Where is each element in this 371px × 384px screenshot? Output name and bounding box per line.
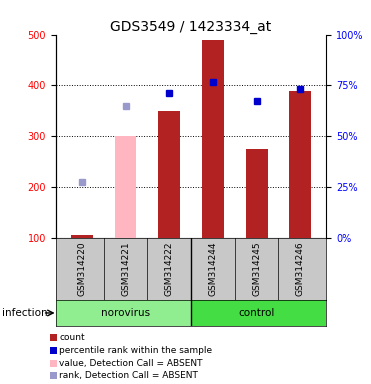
Bar	[191, 300, 326, 326]
Text: rank, Detection Call = ABSENT: rank, Detection Call = ABSENT	[59, 371, 198, 381]
Text: value, Detection Call = ABSENT: value, Detection Call = ABSENT	[59, 359, 203, 368]
Text: GSM314220: GSM314220	[78, 242, 86, 296]
Text: norovirus: norovirus	[101, 308, 150, 318]
Text: GSM314246: GSM314246	[296, 242, 305, 296]
Bar	[202, 40, 224, 238]
Bar	[246, 149, 267, 238]
Bar	[115, 136, 137, 238]
Text: GSM314221: GSM314221	[121, 242, 130, 296]
Text: GSM314244: GSM314244	[209, 242, 217, 296]
Title: GDS3549 / 1423334_at: GDS3549 / 1423334_at	[111, 20, 272, 33]
Text: GSM314222: GSM314222	[165, 242, 174, 296]
Text: count: count	[59, 333, 85, 343]
Text: GSM314245: GSM314245	[252, 242, 261, 296]
Bar	[56, 300, 191, 326]
Bar	[158, 111, 180, 238]
Bar	[71, 235, 93, 238]
Text: infection: infection	[2, 308, 47, 318]
Text: percentile rank within the sample: percentile rank within the sample	[59, 346, 213, 355]
Bar	[289, 91, 311, 238]
Text: control: control	[239, 308, 275, 318]
